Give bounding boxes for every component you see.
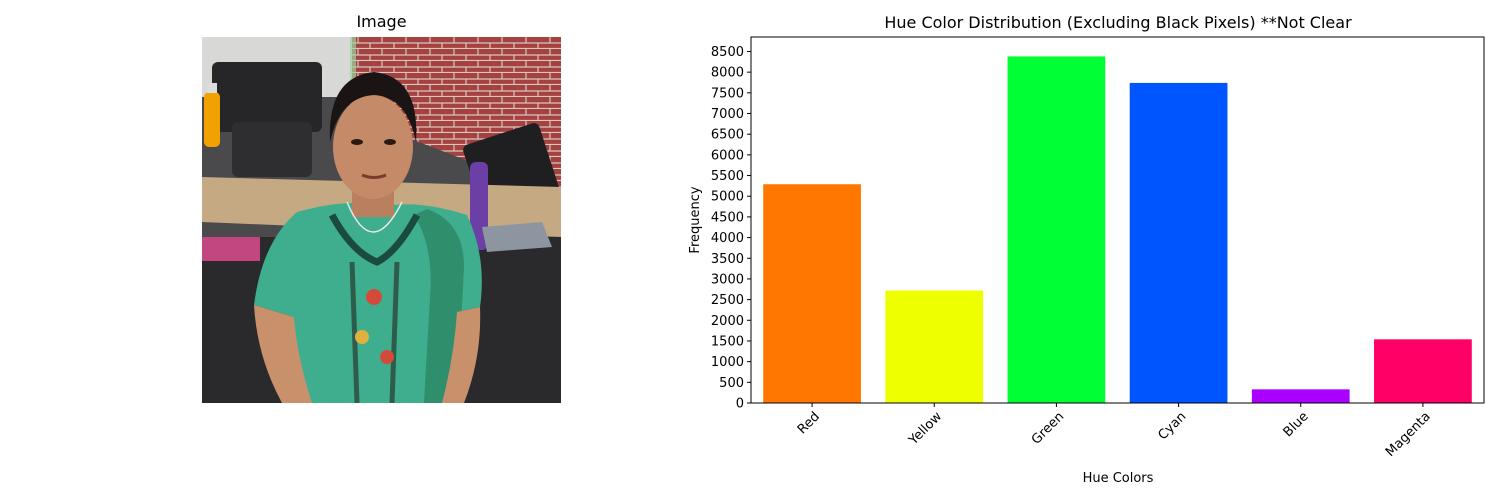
y-tick-label: 2000	[711, 314, 744, 329]
y-tick-label: 3500	[711, 252, 744, 267]
plot-frame	[750, 36, 1485, 404]
y-tick-label: 4000	[711, 231, 744, 246]
y-tick-label: 4500	[711, 210, 744, 225]
x-axis-label: Hue Colors	[1083, 471, 1154, 486]
bar-blue	[1251, 389, 1350, 403]
y-axis-label: Frequency	[688, 186, 703, 253]
portrait-photo	[202, 37, 561, 403]
image-title: Image	[356, 12, 407, 31]
y-tick-label: 500	[719, 376, 744, 391]
bar-yellow	[885, 290, 984, 403]
y-tick-label: 2500	[711, 293, 744, 308]
y-tick-label: 6000	[711, 148, 744, 163]
bar-red	[763, 184, 861, 403]
x-tick-label: Magenta	[1383, 409, 1434, 460]
y-tick-label: 1000	[711, 355, 744, 370]
y-tick-label: 7000	[711, 107, 744, 122]
y-tick-label: 5500	[711, 169, 744, 184]
bar-green	[1007, 56, 1106, 403]
y-tick-label: 6500	[711, 128, 744, 143]
x-tick-label: Green	[1029, 409, 1067, 447]
y-tick-label: 1500	[711, 334, 744, 349]
x-tick-label: Yellow	[905, 409, 945, 449]
chart-title: Hue Color Distribution (Excluding Black …	[884, 13, 1352, 32]
y-tick-label: 8500	[711, 45, 744, 60]
x-tick-label: Blue	[1281, 409, 1312, 440]
y-tick-label: 0	[736, 397, 744, 412]
x-tick-label: Cyan	[1155, 409, 1189, 443]
bar-magenta	[1374, 339, 1472, 403]
y-tick-label: 5000	[711, 190, 744, 205]
y-tick-label: 3000	[711, 272, 744, 287]
bar-cyan	[1129, 82, 1228, 403]
y-tick-label: 8000	[711, 66, 744, 81]
y-tick-label: 7500	[711, 86, 744, 101]
x-tick-label: Red	[795, 409, 823, 437]
